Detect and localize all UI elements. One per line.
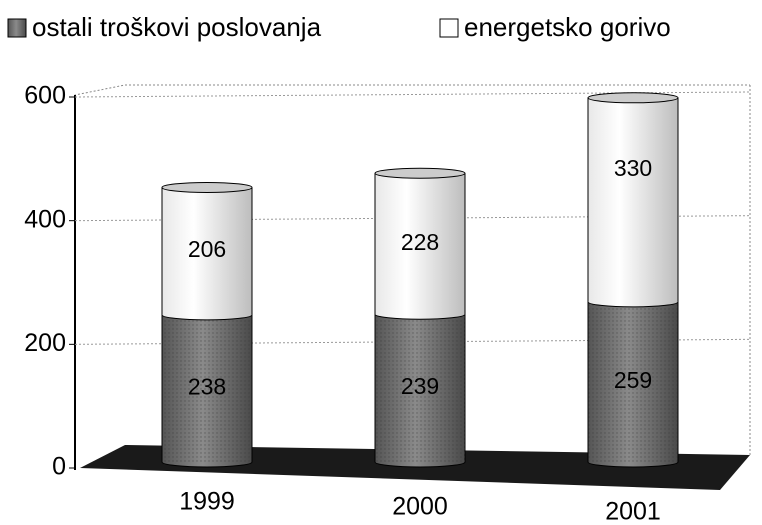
y-tick-label: 200 bbox=[24, 329, 66, 357]
data-label: 259 bbox=[614, 367, 652, 393]
legend-swatch bbox=[7, 18, 27, 38]
cylinder-cap bbox=[587, 92, 679, 104]
bar bbox=[162, 187, 252, 315]
data-label: 330 bbox=[614, 155, 652, 181]
legend-swatch bbox=[439, 18, 459, 38]
bar-texture bbox=[162, 314, 252, 462]
legend-label: energetsko gorivo bbox=[464, 12, 671, 42]
x-tick-label: 2001 bbox=[605, 498, 661, 525]
cylinder-cap bbox=[161, 181, 253, 193]
legend-label: ostali troškovi poslovanja bbox=[32, 12, 322, 42]
y-tick-label: 600 bbox=[24, 82, 66, 110]
data-label: 206 bbox=[188, 236, 226, 262]
x-tick-label: 2000 bbox=[392, 493, 448, 521]
bar bbox=[588, 97, 678, 302]
bar-texture bbox=[588, 301, 678, 462]
legend: ostali troškovi poslovanja energetsko go… bbox=[7, 12, 671, 42]
data-label: 239 bbox=[401, 373, 439, 399]
y-tick-label: 0 bbox=[52, 453, 66, 481]
data-label: 238 bbox=[188, 373, 226, 399]
cylinder-cap bbox=[374, 167, 466, 179]
bar-texture bbox=[375, 314, 465, 462]
grid-line bbox=[74, 91, 751, 98]
y-tick-label: 400 bbox=[24, 205, 66, 233]
wall bbox=[74, 84, 750, 468]
data-label: 228 bbox=[401, 229, 439, 255]
bar bbox=[375, 173, 465, 315]
x-tick-label: 1999 bbox=[179, 488, 235, 516]
